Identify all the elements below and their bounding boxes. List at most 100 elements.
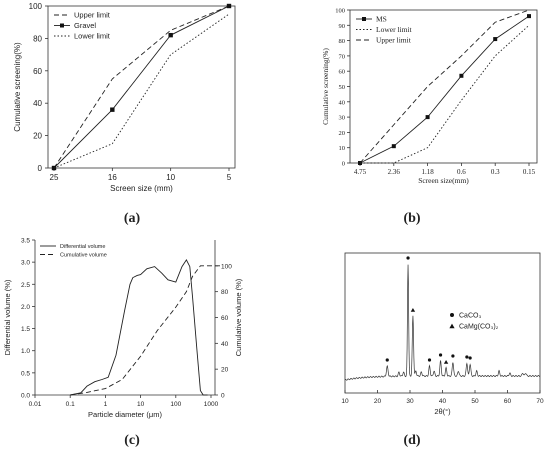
legend-label: MS — [376, 15, 387, 24]
legend-label: Cumulative volume — [60, 252, 107, 258]
y-tick-label: 10 — [339, 145, 346, 152]
x-tick-label: 1 — [104, 401, 108, 408]
dolomite-peak-marker — [443, 360, 449, 364]
y-tick-label: 100 — [335, 8, 345, 15]
y-tick-label: 30 — [339, 115, 346, 122]
y-axis-label: Cumulative screening(%) — [321, 48, 330, 125]
y2-tick-label: 40 — [221, 341, 229, 348]
legend-marker — [449, 323, 455, 329]
y-tick-label: 40 — [33, 99, 42, 108]
x-tick-label: 1000 — [204, 401, 219, 408]
y-tick-label: 60 — [33, 67, 42, 76]
y2-tick-label: 0 — [221, 393, 225, 400]
calcite-peak-marker — [427, 358, 432, 362]
x-axis-label: 2θ(°) — [434, 407, 451, 416]
x-tick-label: 60 — [504, 398, 512, 405]
x-tick-label: 30 — [406, 398, 414, 405]
y2-tick-label: 20 — [221, 367, 229, 374]
y-tick-label: 90 — [339, 23, 346, 30]
y2-tick-label: 100 — [221, 263, 232, 270]
y2-tick-label: 60 — [221, 315, 229, 322]
x-tick-label: 0.01 — [29, 401, 42, 408]
series-line — [53, 5, 230, 169]
x-tick-label: 5 — [227, 173, 232, 182]
series-line — [53, 5, 230, 169]
data-point — [168, 32, 173, 38]
y-tick-label: 80 — [33, 34, 42, 43]
x-tick-label: 4.75 — [354, 168, 367, 176]
calcite-peak-marker — [468, 356, 472, 360]
x-axis-label: Screen size(mm) — [418, 176, 469, 185]
legend-marker — [450, 313, 454, 317]
y-tick-label: 3.5 — [21, 238, 30, 245]
y-tick-label: 40 — [339, 99, 346, 106]
y2-tick-label: 80 — [221, 289, 229, 296]
series-line — [359, 15, 530, 164]
legend-label: Lower limit — [376, 25, 413, 34]
panel-a: 0 20 40 60 80 100 25 16 10 5 Screen size (mm) Cumul… — [13, 2, 236, 193]
series-line — [360, 24, 530, 164]
legend-label: Lower limit — [74, 32, 111, 41]
caption-d: (d) — [403, 433, 420, 448]
y-tick-label: 1.5 — [21, 326, 30, 333]
dolomite-peak-marker — [410, 307, 416, 312]
calcite-peak-marker — [465, 355, 469, 359]
series-line — [53, 13, 230, 169]
x-tick-label: 10 — [341, 398, 349, 405]
y-tick-label: 20 — [33, 132, 42, 141]
plot-frame — [344, 252, 541, 394]
series-line — [70, 265, 222, 396]
x-axis-label: Particle diameter (μm) — [88, 410, 162, 419]
legend-label: Gravel — [74, 21, 96, 30]
legend-label: Upper limit — [74, 11, 111, 20]
calcite-peak-marker — [406, 256, 410, 260]
x-axis-label: Screen size (mm) — [110, 184, 173, 193]
y-tick-label: 3.0 — [21, 260, 30, 267]
y-tick-label: 80 — [339, 38, 346, 45]
legend-marker — [362, 17, 366, 21]
x-tick-label: 10 — [166, 173, 175, 182]
y2-axis-label: Cumulative volume (%) — [234, 278, 243, 356]
caption-a: (a) — [124, 211, 141, 226]
series-line — [70, 259, 208, 396]
data-point — [527, 14, 531, 19]
legend-label: Upper limit — [376, 36, 412, 45]
y-tick-label: 50 — [339, 84, 346, 91]
calcite-peak-marker — [385, 358, 389, 362]
legend-label: CaMg(CO₃)₂ — [459, 324, 499, 331]
y-tick-label: 0 — [38, 164, 43, 173]
x-tick-label: 16 — [108, 173, 117, 182]
x-tick-label: 2.36 — [388, 168, 401, 176]
plot-frame — [47, 5, 236, 169]
panel-d: 10 20 30 40 50 60 70 2θ(°) CaCO₃ CaMg(CO₃)₂ — [341, 252, 544, 416]
y-tick-label: 0.0 — [21, 393, 30, 400]
x-tick-label: 50 — [471, 398, 479, 405]
y-tick-label: 20 — [339, 130, 346, 137]
data-point — [110, 107, 115, 112]
y-tick-label: 0 — [342, 161, 345, 168]
data-point — [391, 144, 396, 149]
series-line — [359, 9, 530, 164]
legend-label: Differential volume — [60, 244, 105, 250]
y-tick-label: 100 — [29, 2, 43, 11]
x-tick-label: 0.6 — [457, 168, 466, 176]
legend-marker — [60, 23, 64, 28]
data-point — [459, 73, 464, 78]
x-tick-label: 0.3 — [491, 168, 500, 176]
x-tick-label: 10 — [137, 401, 145, 408]
data-point — [493, 37, 498, 42]
panel-b: 0 10 20 30 40 50 60 70 80 90 100 4.75 2.36 1.18 0.6 0.3… — [321, 8, 538, 185]
xrd-pattern — [344, 264, 540, 381]
y-tick-label: 0.5 — [21, 370, 30, 377]
y-axis-label: Differential volume (%) — [3, 279, 12, 355]
y-tick-label: 70 — [339, 53, 346, 60]
caption-c: (c) — [124, 433, 140, 448]
caption-b: (b) — [403, 211, 420, 226]
x-tick-label: 25 — [50, 173, 59, 182]
x-tick-label: 0.15 — [523, 168, 536, 176]
legend-label: CaCO₃ — [459, 313, 481, 320]
calcite-peak-marker — [438, 353, 443, 357]
y-axis-label: Cumulative screening(%) — [13, 42, 22, 132]
x-tick-label: 40 — [439, 398, 447, 405]
